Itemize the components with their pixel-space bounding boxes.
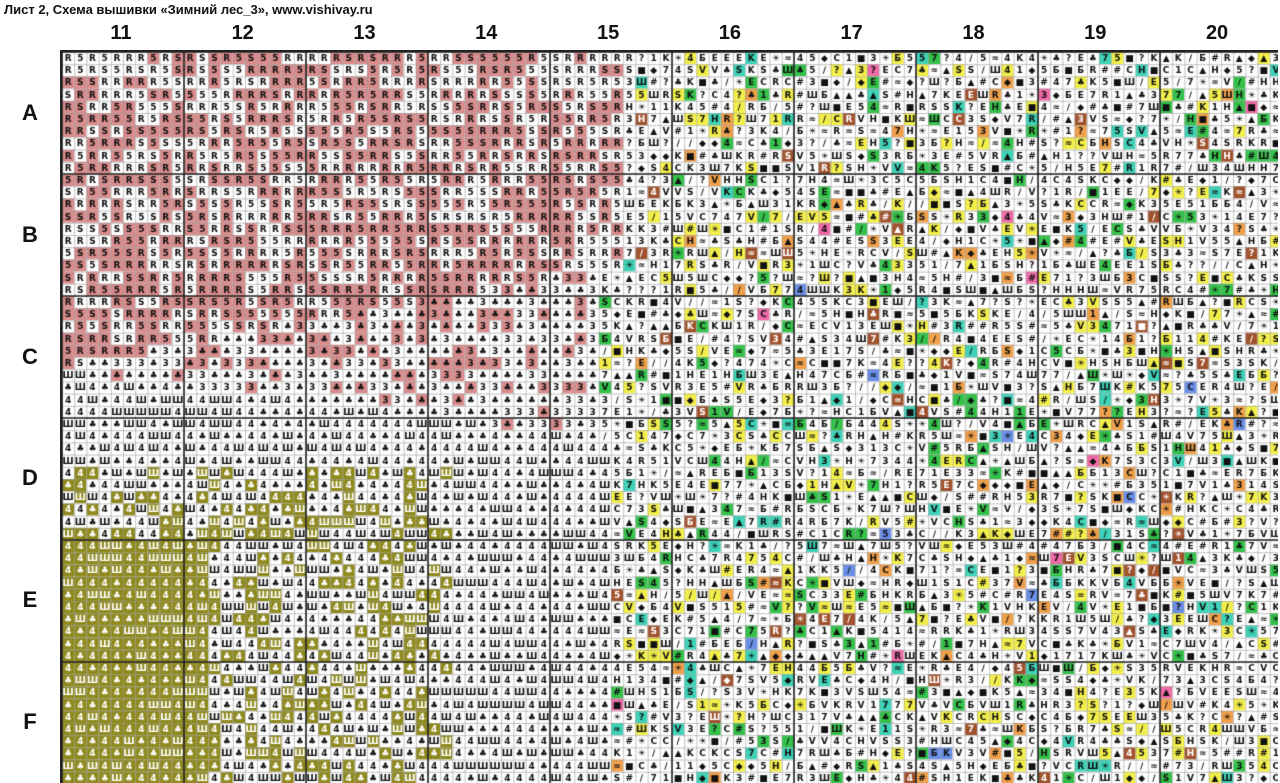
row-letter: F <box>23 709 37 735</box>
row-letter: D <box>22 465 38 491</box>
column-number: 11 <box>110 22 132 44</box>
row-letter: C <box>22 343 38 369</box>
page-title: Лист 2, Схема вышивки «Зимний лес_3», ww… <box>4 2 373 17</box>
row-letter: A <box>22 99 38 125</box>
column-number: 16 <box>718 22 741 44</box>
stitch-grid-canvas <box>62 52 1278 783</box>
column-number: 20 <box>1205 22 1229 44</box>
column-number: 15 <box>596 22 620 44</box>
embroidery-chart <box>60 50 1278 783</box>
column-number: 12 <box>231 22 254 44</box>
row-letter: B <box>22 221 38 247</box>
column-number: 14 <box>475 22 498 44</box>
row-letter: E <box>22 587 38 613</box>
column-numbers: 11 12 13 14 15 16 17 18 19 20 <box>60 22 1278 48</box>
row-letters: A B C D E F <box>0 52 60 783</box>
column-number: 19 <box>1084 22 1107 44</box>
column-number: 17 <box>840 22 863 44</box>
column-number: 13 <box>353 22 376 44</box>
column-number: 18 <box>962 22 985 44</box>
